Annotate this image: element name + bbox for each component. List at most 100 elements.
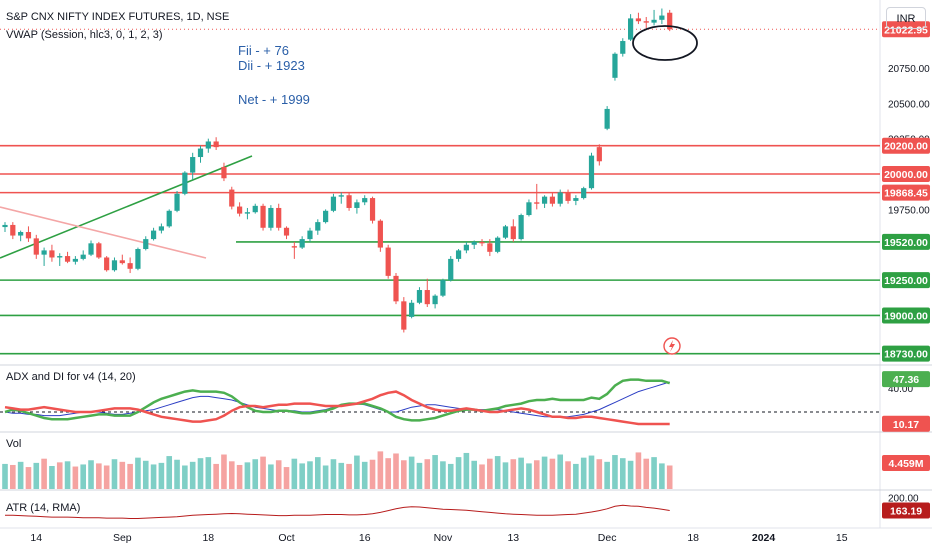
candle-body [104,257,110,271]
time-axis-label: Sep [113,532,132,544]
volume-bar [393,453,399,489]
volume-bar [127,463,133,489]
time-axis-label: 13 [507,532,519,544]
adx-tag-plus: 47.36 [893,374,919,386]
symbol-title: S&P CNX NIFTY INDEX FUTURES, 1D, NSE [6,11,230,23]
candle-body [409,302,415,317]
volume-bar [189,461,196,489]
candle-body [581,188,587,199]
volume-bar [635,452,642,489]
candle-body [268,207,274,228]
time-axis-label: 18 [202,532,214,544]
candle-body [424,290,430,305]
volume-bar [119,461,126,489]
volume-bar [627,460,634,489]
circle-annotation [632,25,698,61]
candle-body [307,230,313,240]
candle-body [510,226,516,240]
candle-body [651,19,657,23]
time-axis-label: 15 [836,532,848,544]
candle-body [111,260,118,271]
volume-bar [361,461,368,489]
candle-body [64,256,71,262]
price-tag-bg [882,137,930,154]
volume-bar [416,462,423,489]
time-axis-label: 16 [359,532,371,544]
volume-bar [659,463,665,489]
adx-tag-plus-bg [882,371,930,388]
volume-bar [502,462,509,489]
candle-body [57,256,63,258]
candle-body [643,21,649,23]
volume-bar [604,461,610,489]
price-tag: 19250.00 [884,275,928,287]
volume-bar [612,455,618,489]
volume-bar [533,460,540,489]
adx-series-di_minus [4,390,670,426]
candle-body [33,238,39,255]
volume-tag-bg [882,455,930,471]
currency-button[interactable]: INR [886,7,926,29]
trendline-falling [0,206,207,259]
volume-bar [455,457,462,489]
price-tag: 18730.00 [884,349,928,361]
volume-bar [10,464,16,489]
candle-body [49,250,55,258]
candle-body [323,210,329,223]
candle-body [432,295,438,305]
volume-bar [424,459,431,489]
volume-bar [377,451,384,489]
candle-body [299,239,305,248]
volume-bar [221,454,227,489]
candle-body [182,172,188,194]
volume-bar [354,455,360,489]
candle-body [534,202,540,204]
candle-body [252,205,258,213]
candle-body [190,157,196,173]
volume-bar [88,460,94,489]
dii-annotation: Dii - + 1923 [238,58,305,73]
time-axis-label: 14 [30,532,42,544]
candle-body [659,15,665,20]
price-tag: 19868.45 [884,188,928,200]
candle-body [612,53,618,78]
candle-body [221,166,227,179]
candle-body [440,280,446,296]
candle-body [72,258,78,262]
candle-body [150,230,157,240]
atr-tick-label: 200.00 [888,493,919,504]
atr-tag: 163.19 [890,506,922,518]
volume-bar [338,462,345,489]
candle-body [549,196,555,204]
candle-body [244,212,251,214]
volume-bar [17,461,24,489]
candle-body [260,205,266,228]
volume-bar [596,459,603,489]
price-tag: 19520.00 [884,237,928,249]
price-tick-label: 20500.00 [888,99,930,110]
volume-bar [205,457,212,489]
volume-bar [56,462,63,489]
candle-body [330,196,337,211]
candle-body [315,222,321,231]
candle-body [401,301,407,330]
candle-body [96,243,102,258]
volume-bar [150,464,157,489]
volume-bar [2,463,8,489]
fii-annotation: Fii - + 76 [238,43,289,58]
candle-body [667,12,673,30]
volume-bar [479,464,485,489]
volume-bar [369,459,376,489]
vwap-indicator-label[interactable]: VWAP (Session, hlc3, 0, 1, 2, 3) [6,29,163,41]
candle-body [495,237,501,252]
volume-bar [440,461,446,489]
volume-bar [510,459,517,489]
volume-bar [619,458,626,489]
candle-body [354,202,360,208]
price-tag: 20200.00 [884,141,928,153]
volume-bar [518,457,524,489]
candle-body [487,243,493,252]
candle-body [416,290,423,303]
